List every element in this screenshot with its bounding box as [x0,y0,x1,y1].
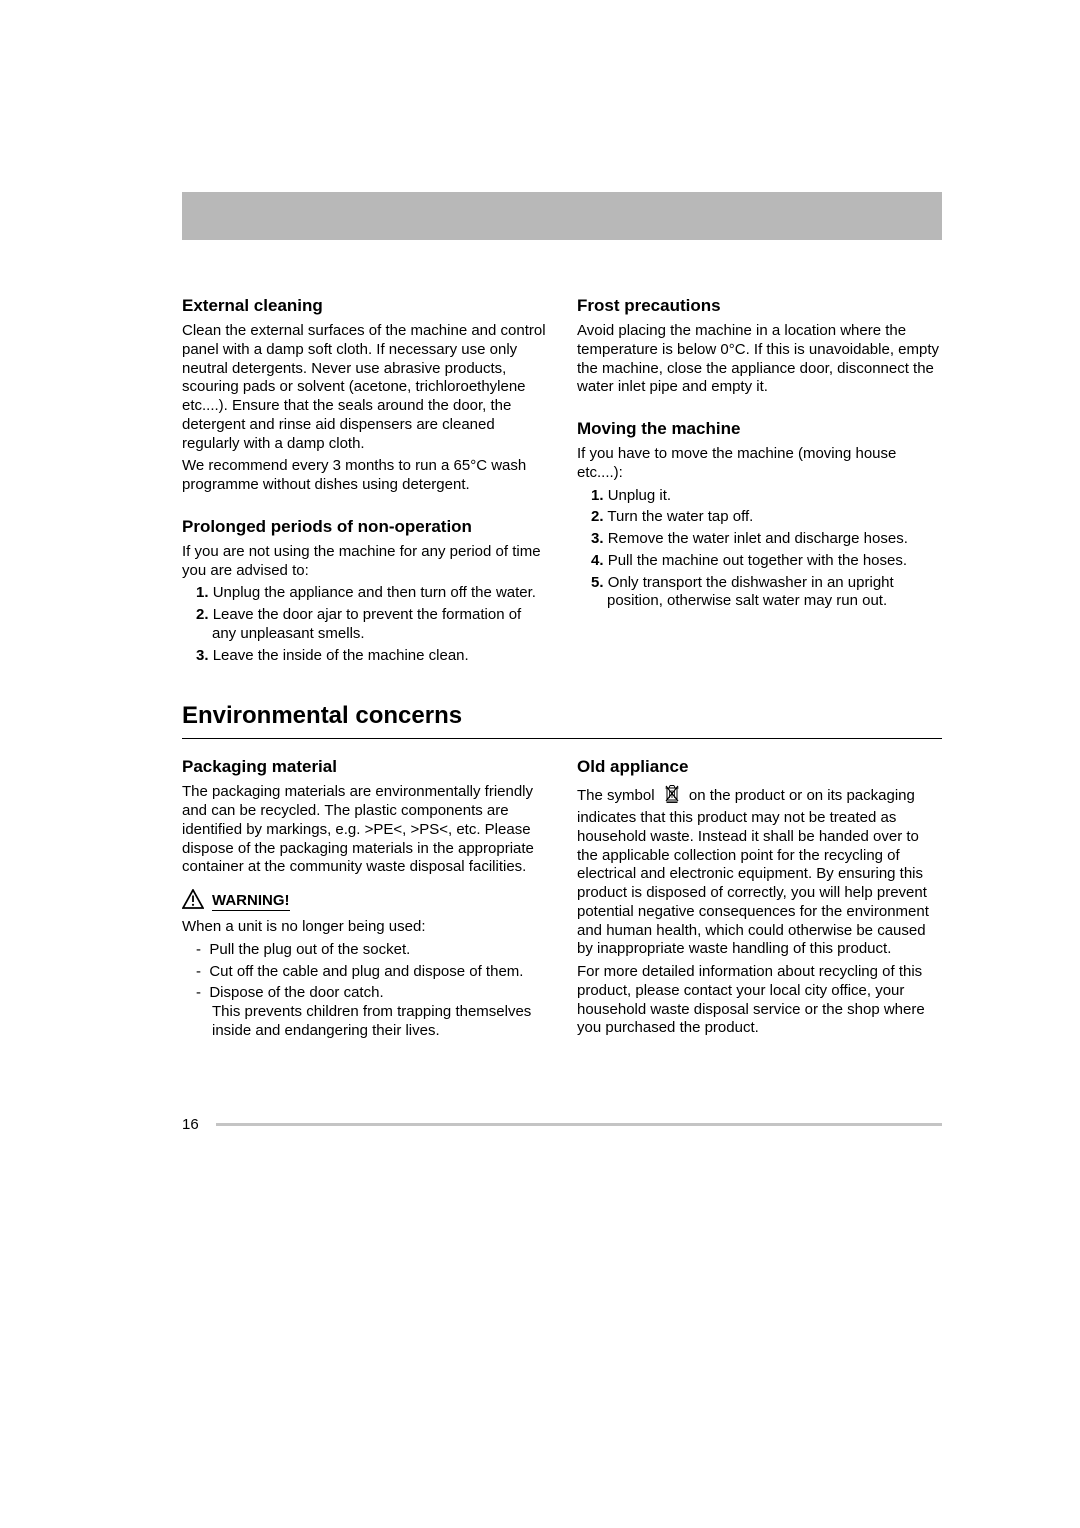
heading-old-appliance: Old appliance [577,757,942,777]
list-item: - Dispose of the door catch. This preven… [182,984,547,1040]
list-item: 1. Unplug the appliance and then turn of… [182,584,547,603]
env-columns: Packaging material The packaging materia… [182,757,942,1043]
warning-icon [182,889,204,914]
list-item: - Pull the plug out of the socket. [182,941,547,960]
heading-packaging-material: Packaging material [182,757,547,777]
rule [182,738,942,739]
list-item-text: Cut off the cable and plug and dispose o… [209,963,523,980]
list-item: 3. Remove the water inlet and discharge … [577,530,942,549]
body-old-appliance-2: For more detailed information about recy… [577,963,942,1038]
text-pre-symbol: The symbol [577,787,659,804]
body-frost: Avoid placing the machine in a location … [577,322,942,397]
header-gray-bar [182,192,942,240]
body-external-cleaning-2: We recommend every 3 months to run a 65°… [182,457,547,495]
top-columns: External cleaning Clean the external sur… [182,296,942,668]
list-item: 5. Only transport the dishwasher in an u… [577,574,942,612]
list-item-text: Dispose of the door catch. This prevents… [209,984,531,1039]
list-item: 4. Pull the machine out together with th… [577,552,942,571]
weee-bin-icon [663,783,681,809]
body-external-cleaning-1: Clean the external surfaces of the machi… [182,322,547,453]
heading-moving-machine: Moving the machine [577,419,942,439]
list-item-text: Remove the water inlet and discharge hos… [608,530,908,547]
text-post-symbol: on the product or on its packaging indic… [577,787,929,957]
list-prolonged: 1. Unplug the appliance and then turn of… [182,584,547,665]
heading-environmental-concerns: Environmental concerns [182,702,942,730]
top-right-column: Frost precautions Avoid placing the mach… [577,296,942,668]
warning-intro: When a unit is no longer being used: [182,918,547,937]
warning-row: WARNING! [182,889,547,914]
list-item-text: Pull the machine out together with the h… [608,552,907,569]
heading-prolonged-non-operation: Prolonged periods of non-operation [182,517,547,537]
list-item-text: Pull the plug out of the socket. [209,941,410,958]
page-number: 16 [182,1116,199,1133]
env-left-column: Packaging material The packaging materia… [182,757,547,1043]
list-item: 3. Leave the inside of the machine clean… [182,647,547,666]
env-right-column: Old appliance The symbol on the product … [577,757,942,1043]
list-item: 2. Turn the water tap off. [577,508,942,527]
footer-line [216,1123,942,1126]
body-old-appliance-1: The symbol on the product or on its pack… [577,783,942,959]
warning-label: WARNING! [212,892,290,911]
list-item-text: Unplug the appliance and then turn off t… [213,584,536,601]
body-moving-intro: If you have to move the machine (moving … [577,445,942,483]
list-item: 2. Leave the door ajar to prevent the fo… [182,606,547,644]
list-warning: - Pull the plug out of the socket. - Cut… [182,941,547,1041]
list-item-text: Leave the inside of the machine clean. [213,647,469,664]
heading-external-cleaning: External cleaning [182,296,547,316]
body-prolonged-intro: If you are not using the machine for any… [182,543,547,581]
page: External cleaning Clean the external sur… [0,0,1080,1528]
list-item-text: Leave the door ajar to prevent the forma… [212,606,521,642]
list-item: - Cut off the cable and plug and dispose… [182,963,547,982]
body-packaging: The packaging materials are environmenta… [182,783,547,877]
heading-frost-precautions: Frost precautions [577,296,942,316]
list-item-text: Only transport the dishwasher in an upri… [607,574,894,610]
top-left-column: External cleaning Clean the external sur… [182,296,547,668]
content-area: External cleaning Clean the external sur… [182,296,942,1044]
list-moving: 1. Unplug it. 2. Turn the water tap off.… [577,487,942,612]
list-item: 1. Unplug it. [577,487,942,506]
list-item-text: Turn the water tap off. [607,508,753,525]
list-item-text: Unplug it. [608,487,671,504]
